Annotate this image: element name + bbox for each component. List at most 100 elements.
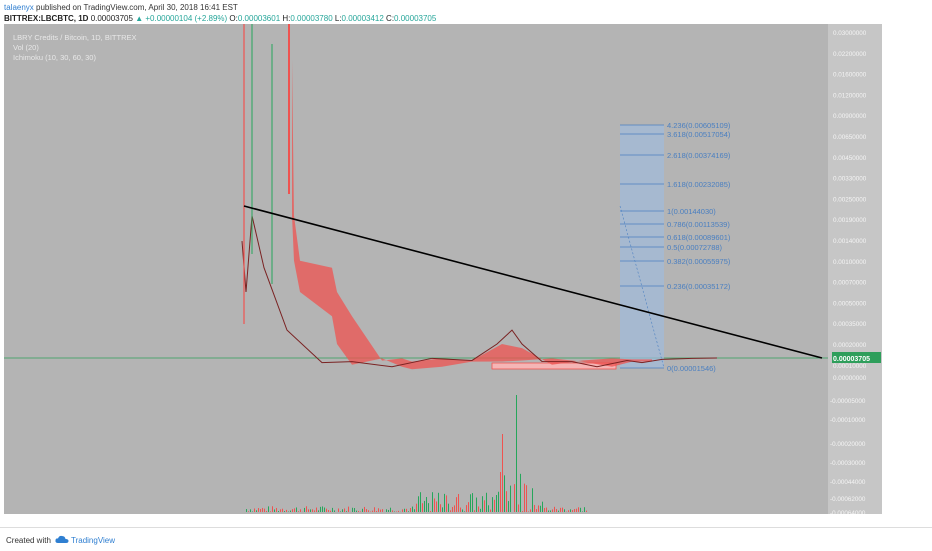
volume-bar — [538, 505, 539, 512]
price-tick-label: 0.00050000 — [833, 300, 867, 307]
volume-bar — [314, 510, 315, 512]
close-value: 0.00003705 — [394, 14, 436, 23]
volume-bar — [502, 434, 503, 512]
volume-bar — [274, 509, 275, 512]
volume-bar — [356, 511, 357, 512]
volume-bar — [276, 508, 277, 512]
volume-bar — [322, 506, 323, 512]
volume-bar — [344, 508, 345, 512]
volume-bar — [486, 493, 487, 512]
volume-bar — [526, 485, 527, 512]
volume-bar — [530, 509, 531, 512]
volume-bar — [578, 507, 579, 512]
volume-bar — [402, 509, 403, 512]
volume-bar — [564, 509, 565, 512]
volume-bar — [290, 511, 291, 512]
volume-bar — [406, 509, 407, 512]
volume-bar — [456, 497, 457, 512]
open-value: 0.00003601 — [238, 14, 280, 23]
volume-bar — [556, 509, 557, 512]
volume-bar — [262, 508, 263, 512]
volume-bar — [546, 508, 547, 512]
price-tick-label: 0.01200000 — [833, 92, 867, 99]
price-tick-label: 0.00450000 — [833, 155, 867, 162]
volume-bar — [260, 509, 261, 512]
created-with-text: Created with — [6, 536, 51, 545]
price-tick-label: 0.02200000 — [833, 51, 867, 58]
legend-vol: Vol (20) — [13, 43, 39, 52]
volume-bar — [380, 510, 381, 512]
volume-bar — [300, 509, 301, 512]
volume-bar — [372, 511, 373, 512]
volume-bar — [444, 494, 445, 512]
volume-bar — [308, 509, 309, 512]
volume-bar — [412, 507, 413, 512]
volume-bar — [414, 509, 415, 512]
current-price-label: 0.00003705 — [833, 356, 870, 363]
volume-bar — [250, 509, 251, 512]
volume-tick-label: -0.00020000 — [830, 441, 866, 448]
close-label: C: — [386, 14, 394, 23]
volume-bar — [474, 510, 475, 512]
volume-bar — [528, 511, 529, 512]
volume-bar — [560, 508, 561, 512]
volume-bar — [424, 501, 425, 512]
volume-bar — [312, 509, 313, 512]
legend-title: LBRY Credits / Bitcoin, 1D, BITTREX — [13, 33, 137, 42]
volume-bar — [320, 507, 321, 512]
volume-bar — [298, 511, 299, 512]
volume-bar — [460, 508, 461, 512]
tradingview-cloud-icon — [55, 535, 69, 544]
volume-bar — [490, 510, 491, 512]
volume-bar — [254, 508, 255, 512]
volume-bar — [354, 508, 355, 512]
price-tick-label: 0.03000000 — [833, 30, 867, 37]
volume-bar — [294, 508, 295, 512]
symbol-label: BITTREX:LBCBTC, 1D — [4, 14, 88, 23]
volume-tick-label: -0.00044000 — [830, 479, 866, 486]
volume-bar — [514, 484, 515, 512]
volume-bar — [462, 509, 463, 512]
volume-bar — [548, 510, 549, 512]
price-tick-label: 0.00035000 — [833, 321, 867, 328]
volume-bar — [440, 504, 441, 512]
volume-bar — [496, 495, 497, 512]
volume-bar — [386, 509, 387, 512]
volume-bar — [366, 509, 367, 512]
price-tick-label: 0.00650000 — [833, 134, 867, 141]
author-link[interactable]: talaenyx — [4, 3, 34, 12]
volume-bar — [542, 502, 543, 512]
volume-bar — [348, 507, 349, 512]
low-value: 0.00003412 — [342, 14, 384, 23]
price-tick-label: 0.00330000 — [833, 176, 867, 183]
volume-bar — [484, 500, 485, 512]
volume-bar — [338, 508, 339, 512]
volume-bar — [458, 494, 459, 512]
fib-level-label: 3.618(0.00517054) — [667, 130, 731, 139]
fib-level-label: 0.382(0.00055975) — [667, 257, 731, 266]
volume-tick-label: -0.00062000 — [830, 496, 866, 503]
volume-bar — [256, 510, 257, 512]
volume-bar — [324, 508, 325, 512]
volume-bar — [446, 495, 447, 512]
volume-bar — [342, 509, 343, 512]
volume-bar — [576, 509, 577, 512]
volume-bar — [420, 492, 421, 512]
volume-tick-label: -0.00064000 — [830, 510, 866, 514]
volume-bar — [378, 508, 379, 512]
volume-bar — [536, 509, 537, 512]
volume-bar — [286, 510, 287, 512]
volume-bar — [328, 510, 329, 512]
volume-bar — [540, 506, 541, 512]
volume-bar — [418, 496, 419, 512]
volume-bar — [304, 508, 305, 512]
tradingview-brand[interactable]: TradingView — [71, 536, 115, 545]
volume-bar — [332, 508, 333, 512]
volume-bar — [532, 488, 533, 512]
price-chart[interactable]: 0.030000000.022000000.016000000.01200000… — [4, 24, 882, 514]
volume-bar — [330, 511, 331, 512]
volume-bar — [326, 509, 327, 512]
volume-bar — [580, 508, 581, 512]
volume-bar — [448, 504, 449, 512]
